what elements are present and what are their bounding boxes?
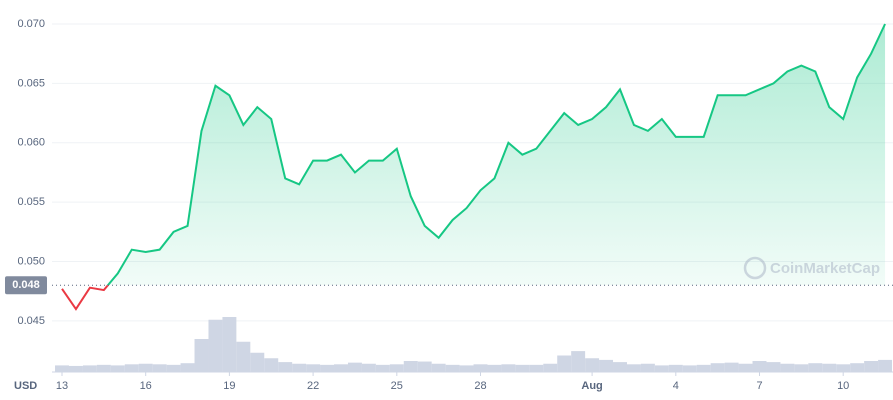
volume-bar [529,364,544,372]
volume-bar [473,364,488,372]
volume-bar [724,362,739,372]
volume-bar [501,364,516,372]
volume-bar [515,364,530,372]
volume-bar [110,365,125,372]
x-tick-label: 10 [837,380,849,392]
price-area [107,24,886,286]
volume-bar [752,361,767,372]
y-tick-label: 0.060 [17,137,45,149]
y-tick-label: 0.050 [17,255,45,267]
volume-bar [696,364,711,372]
volume-bar [710,363,725,372]
volume-bar [96,364,111,372]
volume-bar [808,363,823,372]
volume-bar [68,365,83,372]
x-tick-label: 13 [56,380,68,392]
volume-bar [459,365,474,372]
volume-bar [654,365,669,372]
volume-bar [585,358,600,372]
volume-bar [794,364,809,372]
volume-bar [403,361,418,372]
volume-bar [375,364,390,372]
volume-bar [389,364,404,372]
volume-bar [571,351,586,372]
volume-bar [487,364,502,372]
volume-bar [82,365,97,372]
volume-bar [222,317,237,372]
y-tick-label: 0.070 [17,18,45,30]
baseline-label: 0.048 [12,279,40,291]
volume-bar [292,363,307,372]
volume-bar [557,355,572,372]
volume-bar [668,364,683,372]
x-tick-label: 19 [223,380,235,392]
volume-bar [599,359,614,372]
volume-bar [836,364,851,372]
y-tick-label: 0.065 [17,77,45,89]
volume-bar [543,363,558,372]
watermark-text: CoinMarketCap [770,260,880,277]
volume-bar [682,365,697,372]
volume-bar [194,339,209,372]
x-tick-label: 28 [474,380,486,392]
price-line-up [106,23,886,286]
y-tick-label: 0.055 [17,196,45,208]
volume-bar [738,363,753,372]
volume-bar [850,363,865,372]
y-tick-label: 0.045 [17,315,45,327]
volume-bar [208,319,223,372]
volume-bar [626,364,641,372]
volume-bar [124,364,139,372]
volume-bar [613,362,627,372]
volume-bar [138,363,153,372]
x-tick-label: Aug [581,380,602,392]
volume-bar [417,361,432,372]
volume-bar [166,364,181,372]
volume-bar [334,364,348,372]
volume-bar [250,352,265,372]
volume-bar [431,363,446,372]
x-tick-label: 7 [756,380,762,392]
volume-bar [55,365,69,372]
watermark: CoinMarketCap [743,256,880,280]
volume-bar [152,364,167,372]
volume-bar [306,364,321,372]
volume-bar [264,358,279,372]
volume-bar [780,363,795,372]
volume-bar [878,359,893,372]
volume-bar [320,364,335,372]
volume-bar [864,361,879,372]
volume-bar [347,362,362,372]
currency-label: USD [14,380,37,392]
volume-bar [278,362,293,372]
volume-bar [822,363,837,372]
volume-bar [766,362,781,372]
volume-bar [361,363,376,372]
volume-bar [640,363,655,372]
baseline-box [5,276,47,295]
watermark-logo [743,256,767,280]
volume-bar [180,363,195,372]
volume-bar [445,364,460,372]
volume-bar [236,341,251,372]
x-tick-label: 25 [391,380,403,392]
x-tick-label: 16 [140,380,152,392]
x-tick-label: 22 [307,380,319,392]
x-tick-label: 4 [673,380,679,392]
